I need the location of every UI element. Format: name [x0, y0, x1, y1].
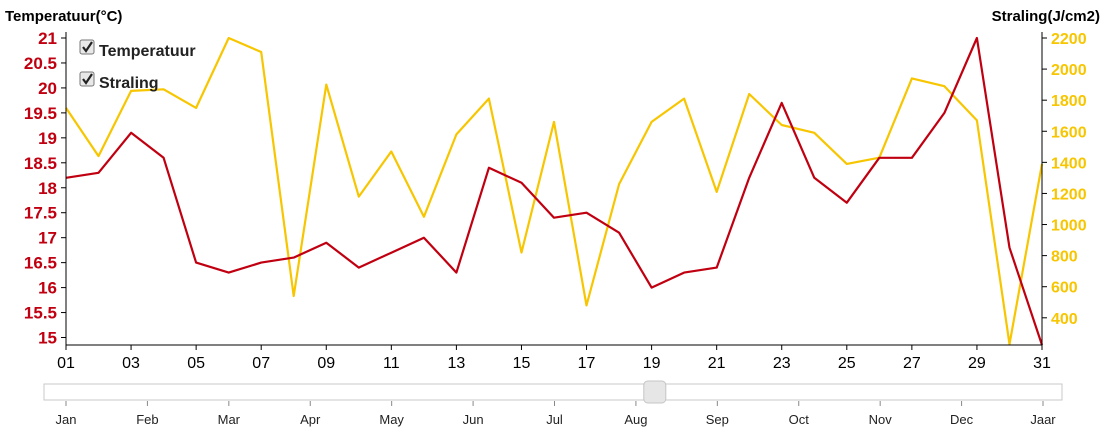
legend-label-straling: Straling	[99, 75, 159, 92]
slider-month-label: Dec	[950, 412, 974, 427]
slider-month-label: Feb	[136, 412, 158, 427]
slider-month-label: Sep	[706, 412, 729, 427]
slider-month-label: Jan	[56, 412, 77, 427]
month-slider[interactable]: Jan Feb Mar Apr May Jun Jul Aug Sep Oct Nov Dec Jaar	[43, 380, 1063, 427]
left-tick-label: 16.5	[24, 254, 57, 273]
left-axis: 15 15.5 16 16.5 17 17.5 18 18.5 19 19.5 20 20.5 21	[24, 29, 67, 348]
left-tick-label: 15.5	[24, 304, 57, 323]
left-tick-label: 19.5	[24, 104, 57, 123]
left-tick-label: 20.5	[24, 54, 57, 73]
slider-month-label: May	[379, 412, 404, 427]
slider-month-label: Jul	[546, 412, 563, 427]
x-tick-label: 23	[773, 355, 791, 372]
left-tick-label: 19	[38, 129, 57, 148]
slider-track[interactable]	[43, 383, 1063, 401]
x-tick-label: 11	[383, 355, 400, 372]
x-tick-label: 21	[708, 355, 726, 372]
x-tick-label: 05	[187, 355, 205, 372]
right-tick-label: 1200	[1051, 186, 1087, 203]
x-tick-label: 17	[578, 355, 596, 372]
series-line-straling	[65, 36, 1044, 346]
right-tick-label: 400	[1051, 311, 1078, 328]
left-tick-label: 21	[38, 29, 57, 48]
x-tick-label: 03	[122, 355, 140, 372]
right-tick-label: 2000	[1051, 62, 1087, 79]
right-tick-label: 1600	[1051, 124, 1087, 141]
x-tick-label: 01	[57, 355, 75, 372]
legend-item-straling[interactable]: Straling	[79, 71, 159, 92]
right-tick-label: 1000	[1051, 218, 1087, 235]
left-tick-label: 17.5	[24, 204, 57, 223]
right-tick-label: 2200	[1051, 31, 1087, 48]
right-axis-title: Straling(J/cm2)	[992, 8, 1100, 25]
right-tick-label: 800	[1051, 249, 1078, 266]
left-tick-label: 17	[38, 229, 57, 248]
slider-month-label: Oct	[789, 412, 810, 427]
left-tick-label: 16	[38, 279, 57, 298]
check-mark-icon	[82, 41, 93, 53]
slider-month-label: Aug	[624, 412, 647, 427]
slider-month-label: Nov	[869, 412, 893, 427]
x-tick-label: 07	[252, 355, 270, 372]
left-tick-label: 18	[38, 179, 57, 198]
right-tick-label: 1400	[1051, 155, 1087, 172]
x-tick-label: 31	[1033, 355, 1051, 372]
slider-handle[interactable]	[643, 380, 667, 404]
slider-month-label: Mar	[218, 412, 241, 427]
x-tick-label: 19	[643, 355, 661, 372]
x-tick-label: 13	[448, 355, 466, 372]
right-axis: 400 600 800 1000 1200 1400 1600 1800 2000 2200	[1041, 31, 1087, 345]
x-tick-label: 25	[838, 355, 856, 372]
x-tick-label: 15	[513, 355, 531, 372]
check-mark-icon	[82, 73, 93, 85]
slider-month-label: Jun	[463, 412, 484, 427]
legend-label-temperatuur: Temperatuur	[99, 43, 196, 60]
left-tick-label: 15	[38, 329, 57, 348]
legend-item-temperatuur[interactable]: Temperatuur	[79, 39, 196, 60]
x-tick-label: 29	[968, 355, 986, 372]
right-tick-label: 600	[1051, 280, 1078, 297]
x-tick-label: 09	[317, 355, 335, 372]
slider-month-labels: Jan Feb Mar Apr May Jun Jul Aug Sep Oct Nov Dec Jaar	[56, 401, 1056, 427]
left-axis-title: Temperatuur(°C)	[5, 8, 122, 25]
plot-series	[65, 36, 1044, 346]
right-tick-label: 1800	[1051, 93, 1087, 110]
left-tick-label: 18.5	[24, 154, 57, 173]
left-tick-label: 20	[38, 79, 57, 98]
slider-month-label: Apr	[300, 412, 321, 427]
legend: Temperatuur Straling	[79, 39, 196, 92]
x-axis: 01 03 05 07 09 11 13 15 17 19 21 23 25 27 29 31	[57, 344, 1051, 372]
slider-month-label: Jaar	[1030, 412, 1056, 427]
x-tick-label: 27	[903, 355, 921, 372]
series-line-temperatuur	[65, 36, 1044, 346]
